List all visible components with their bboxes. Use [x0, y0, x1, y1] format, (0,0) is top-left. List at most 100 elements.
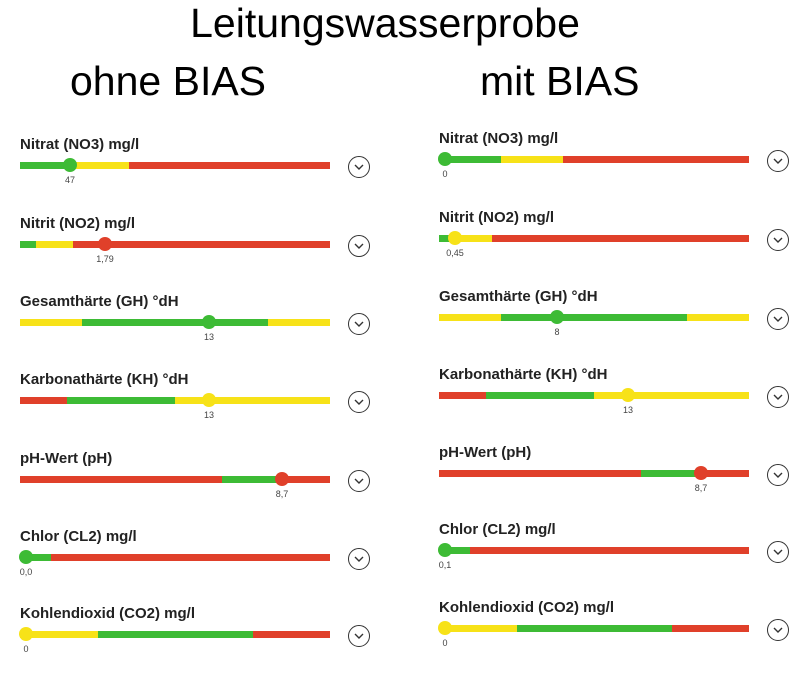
metric-label: Kohlendioxid (CO2) mg/l [439, 599, 614, 616]
expand-button[interactable] [767, 464, 789, 486]
metric-row: Chlor (CL2) mg/l 0,1 [438, 521, 799, 591]
range-segment [439, 625, 517, 632]
range-segment [702, 470, 749, 477]
range-segment [20, 397, 67, 404]
value-label: 8,7 [275, 489, 289, 499]
metric-row: Nitrat (NO3) mg/l 0 [438, 130, 799, 200]
range-segment [640, 470, 703, 477]
value-label: 13 [203, 332, 215, 342]
value-marker [275, 472, 289, 486]
value-marker [448, 231, 462, 245]
expand-button[interactable] [767, 308, 789, 330]
range-segment [516, 625, 672, 632]
expand-button[interactable] [767, 619, 789, 641]
metric-label: Chlor (CL2) mg/l [20, 528, 137, 545]
range-segment [439, 235, 455, 242]
value-marker [694, 466, 708, 480]
expand-button[interactable] [348, 156, 370, 178]
range-bar [20, 397, 330, 404]
range-bar [439, 470, 749, 477]
expand-button[interactable] [348, 470, 370, 492]
expand-button[interactable] [348, 391, 370, 413]
expand-button[interactable] [767, 229, 789, 251]
value-label: 0,0 [19, 567, 33, 577]
value-marker [202, 315, 216, 329]
range-bar [20, 162, 330, 169]
range-segment [35, 241, 73, 248]
value-label: 47 [64, 175, 76, 185]
metric-row: Karbonathärte (KH) °dH 13 [439, 366, 799, 436]
range-segment [20, 554, 51, 561]
expand-button[interactable] [767, 541, 789, 563]
chevron-down-icon [773, 394, 783, 400]
range-segment [72, 241, 330, 248]
chevron-down-icon [773, 549, 783, 555]
chevron-down-icon [354, 633, 364, 639]
metric-row: Nitrit (NO2) mg/l 0,45 [439, 209, 799, 279]
column-heading-mit-bias: mit BIAS [480, 58, 640, 104]
range-bar [439, 314, 749, 321]
metric-label: Nitrit (NO2) mg/l [20, 215, 135, 232]
range-segment [439, 392, 486, 399]
range-bar [20, 319, 330, 326]
value-marker [63, 158, 77, 172]
range-segment [687, 314, 749, 321]
chevron-down-icon [773, 158, 783, 164]
metric-label: Karbonathärte (KH) °dH [439, 366, 608, 383]
range-segment [268, 319, 330, 326]
value-label: 0 [23, 644, 29, 654]
expand-button[interactable] [348, 625, 370, 647]
range-segment [439, 547, 470, 554]
value-marker [98, 237, 112, 251]
value-label: 13 [203, 410, 215, 420]
expand-button[interactable] [767, 386, 789, 408]
value-label: 8,7 [694, 483, 708, 493]
value-marker [438, 152, 452, 166]
value-marker [438, 543, 452, 557]
chevron-down-icon [354, 478, 364, 484]
range-segment [439, 314, 501, 321]
metric-row: Gesamthärte (GH) °dH 13 [20, 293, 380, 363]
chevron-down-icon [773, 627, 783, 633]
range-bar [20, 631, 330, 638]
metric-label: Kohlendioxid (CO2) mg/l [20, 605, 195, 622]
range-segment [671, 625, 749, 632]
metric-label: Nitrit (NO2) mg/l [439, 209, 554, 226]
range-segment [439, 470, 641, 477]
range-segment [485, 392, 594, 399]
expand-button[interactable] [348, 235, 370, 257]
chevron-down-icon [354, 164, 364, 170]
metric-row: Kohlendioxid (CO2) mg/l 0 [438, 599, 799, 669]
range-segment [66, 162, 129, 169]
expand-button[interactable] [767, 150, 789, 172]
range-bar [439, 625, 749, 632]
range-segment [252, 631, 330, 638]
value-label: 0 [442, 169, 448, 179]
range-segment [283, 476, 330, 483]
value-label: 13 [622, 405, 634, 415]
metric-row: Kohlendioxid (CO2) mg/l 0 [19, 605, 380, 675]
range-segment [66, 397, 175, 404]
range-segment [594, 392, 749, 399]
range-bar [20, 241, 330, 248]
value-label: 8 [554, 327, 560, 337]
metric-row: Karbonathärte (KH) °dH 13 [20, 371, 380, 441]
expand-button[interactable] [348, 548, 370, 570]
metric-row: Chlor (CL2) mg/l 0,0 [19, 528, 380, 598]
range-bar [439, 235, 749, 242]
value-label: 0 [442, 638, 448, 648]
chevron-down-icon [354, 321, 364, 327]
metric-label: Chlor (CL2) mg/l [439, 521, 556, 538]
range-segment [20, 319, 82, 326]
range-segment [221, 476, 284, 483]
metric-label: Nitrat (NO3) mg/l [20, 136, 140, 153]
value-label: 0,1 [438, 560, 452, 570]
range-segment [20, 476, 222, 483]
expand-button[interactable] [348, 313, 370, 335]
value-marker [550, 310, 564, 324]
value-label: 1,79 [96, 254, 114, 264]
metric-row: Nitrat (NO3) mg/l 47 [20, 136, 380, 206]
metric-row: pH-Wert (pH) 8,7 [20, 450, 380, 520]
range-segment [82, 319, 268, 326]
page-title: Leitungswasserprobe [190, 0, 580, 46]
